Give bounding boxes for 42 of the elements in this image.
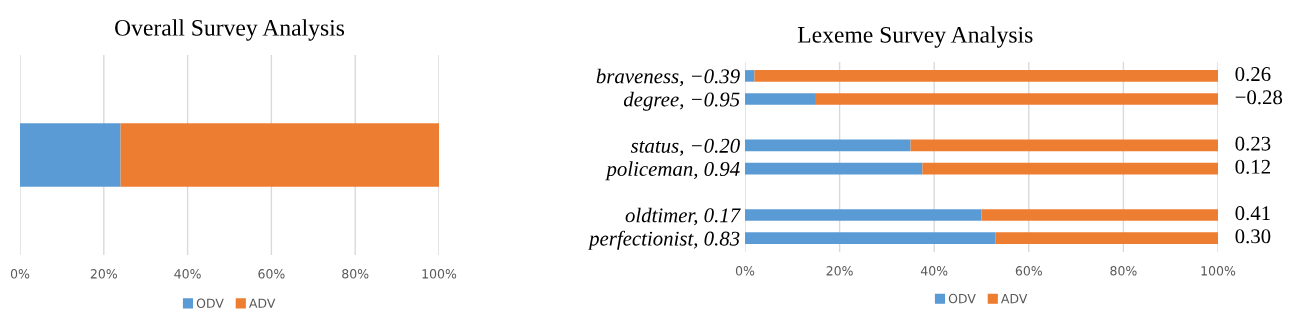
x-tick-label: 80% — [1110, 266, 1137, 276]
text: 0.30 — [1235, 229, 1271, 244]
text: 0.12 — [1235, 159, 1270, 174]
text: 0.41 — [1235, 206, 1270, 221]
y-tick-label: degree, −0.95 — [623, 91, 740, 111]
x-tick-label: 20% — [826, 266, 853, 276]
text: 0.23 — [1235, 136, 1271, 151]
bar — [815, 93, 1218, 105]
y-tick-label: status, −0.20 — [630, 138, 740, 156]
bar — [981, 209, 1218, 221]
y-tick-label: braveness, −0.39 — [596, 68, 740, 87]
bar — [745, 70, 755, 82]
chart-title: Lexeme Survey Analysis — [797, 26, 1033, 48]
x-tick-label: 60% — [258, 269, 285, 279]
bar — [745, 93, 816, 105]
bar — [745, 162, 923, 175]
x-tick-label: 20% — [90, 269, 117, 279]
x-tick-label: 40% — [174, 269, 201, 279]
y-tick-label: policeman, 0.94 — [605, 161, 740, 181]
y-tick-label: perfectionist, 0.83 — [587, 230, 740, 250]
legend-label: ODV — [948, 293, 976, 304]
bar — [754, 70, 1218, 82]
x-tick-label: 0% — [10, 269, 30, 279]
legend-label: ADV — [248, 298, 276, 308]
bar — [910, 139, 1218, 152]
bar — [745, 139, 911, 152]
text: 0.26 — [1235, 67, 1271, 82]
text: −0.28 — [1235, 90, 1283, 105]
bar — [745, 232, 996, 244]
bar — [922, 162, 1218, 175]
x-tick-label: 100% — [1201, 266, 1236, 276]
x-tick-label: 40% — [920, 266, 948, 276]
x-tick-label: 0% — [735, 266, 755, 276]
x-tick-label: 80% — [342, 269, 369, 279]
x-tick-label: 60% — [1015, 266, 1042, 276]
bar — [745, 209, 982, 221]
chart-title: Overall Survey Analysis — [115, 19, 345, 41]
x-tick-label: 100% — [422, 269, 457, 279]
legend-label: ADV — [1000, 294, 1028, 304]
bar — [995, 232, 1218, 244]
y-tick-label: oldtimer, 0.17 — [625, 207, 741, 226]
legend-label: ODV — [196, 298, 224, 308]
